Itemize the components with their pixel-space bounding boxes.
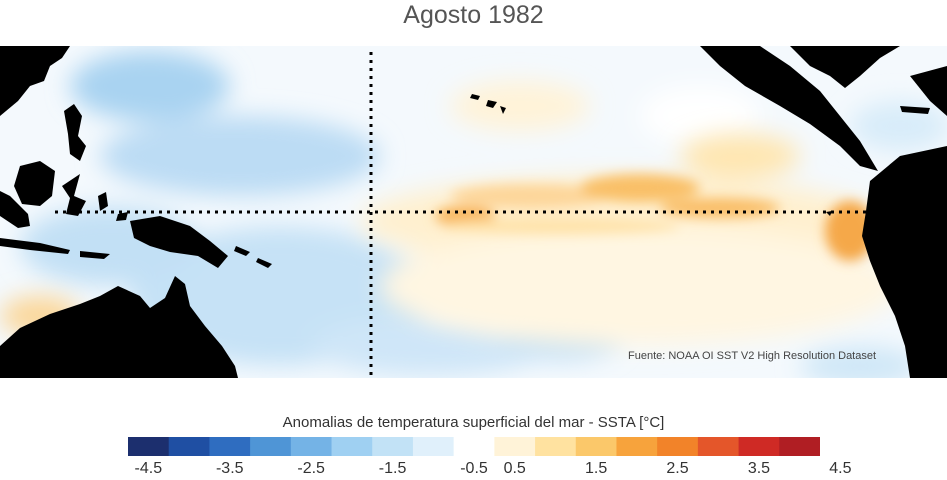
cuba-island [900, 106, 930, 114]
sumatra-island [0, 191, 30, 228]
colorbar-ticks: -4.5 -3.5 -2.5 -1.5 -0.5 0.5 1.5 2.5 3.5 4.5 [0, 460, 947, 480]
new-guinea-island [130, 216, 228, 268]
mexico-central-america [700, 46, 878, 171]
sulawesi-island [62, 174, 86, 216]
map-title: Agosto 1982 [403, 1, 544, 29]
colorbar-segment [412, 437, 455, 456]
colorbar-segment [494, 437, 536, 456]
colorbar-tick-label: 2.5 [666, 460, 689, 477]
colorbar-segment [616, 437, 658, 456]
colorbar-tick-label: 4.5 [829, 460, 852, 477]
colorbar-segment [738, 437, 780, 456]
colorbar-segment [657, 437, 699, 456]
colorbar-segment [209, 437, 251, 456]
colorbar-tick-label: -2.5 [297, 460, 325, 477]
colorbar-segment [697, 437, 740, 456]
colorbar-tick-label: -0.5 [460, 460, 488, 477]
solomon-island [256, 258, 272, 268]
philippines-islands [64, 104, 86, 161]
colorbar-tick-label: 3.5 [747, 460, 771, 477]
colorbar-tick-label: 0.5 [503, 460, 526, 477]
south-america-continent [862, 146, 947, 378]
data-source-credit: Fuente: NOAA OI SST V2 High Resolution D… [628, 350, 877, 362]
colorbar-tick-label: -1.5 [378, 460, 407, 477]
small-island [116, 212, 128, 221]
colorbar-segment [779, 437, 820, 456]
colorbar-segment [250, 437, 292, 456]
java-island [0, 238, 70, 254]
colorbar-tick-label: 1.5 [584, 460, 608, 477]
hawaii-island [470, 94, 480, 100]
borneo-island [14, 161, 55, 206]
colorbar-tick-label: -4.5 [134, 460, 163, 477]
hawaii-island [500, 106, 506, 114]
solomon-island [234, 246, 250, 256]
colorbar-segment [290, 437, 333, 456]
asia-mainland [0, 46, 70, 116]
colorbar-segment [575, 437, 618, 456]
colorbar-segment [453, 437, 495, 456]
sst-anomaly-map [0, 46, 947, 378]
north-america-coast [790, 46, 900, 88]
colorbar-segment [331, 437, 373, 456]
halmahera-island [98, 192, 108, 211]
colorbar-title: Anomalias de temperatura superficial del… [282, 414, 665, 431]
colorbar-segment [535, 437, 577, 456]
warm-anomaly-core [435, 174, 875, 261]
caribbean-land [910, 66, 947, 116]
land-masses [0, 46, 947, 378]
colorbar-segment [128, 437, 170, 456]
galapagos-island [826, 211, 832, 216]
cool-anomaly-field [20, 51, 947, 378]
timor-island [80, 251, 110, 259]
colorbar-segment [168, 437, 211, 456]
colorbar-tick-label: -3.5 [215, 460, 244, 477]
colorbar-segment [372, 437, 414, 456]
australia-continent [0, 276, 238, 378]
colorbar [128, 437, 820, 456]
hawaii-island [486, 100, 497, 108]
